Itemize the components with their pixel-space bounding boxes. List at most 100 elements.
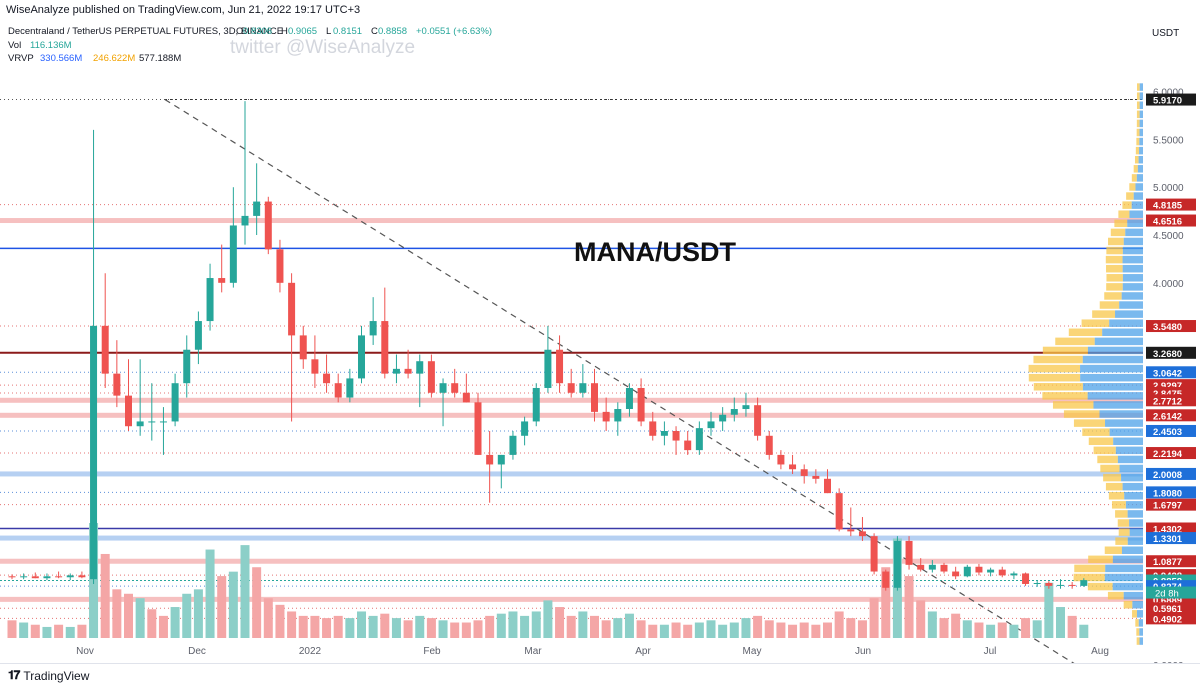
vp-bar-down — [1131, 174, 1137, 182]
volume-bar — [252, 567, 262, 638]
volume-bar — [776, 622, 786, 638]
vol-label: Vol — [8, 40, 21, 51]
volume-bar — [158, 615, 168, 638]
candle-body — [276, 249, 284, 283]
price-label-tag — [1146, 366, 1196, 379]
tradingview-logo[interactable]: 𝟏𝟕 TradingView — [8, 668, 89, 683]
volume-bar — [438, 620, 448, 638]
vp-bar-up — [1137, 165, 1143, 173]
vp-bar-up — [1136, 610, 1143, 618]
vp-bar-down — [1042, 392, 1088, 400]
candle-body — [905, 540, 913, 565]
vrvp-down: 246.622M — [93, 53, 135, 64]
vp-bar-up — [1122, 246, 1143, 255]
candle-body — [952, 571, 960, 577]
vp-bar-up — [1122, 274, 1143, 282]
candle-body — [1045, 583, 1053, 586]
vp-bar-down — [1134, 155, 1139, 164]
volume-bar — [450, 622, 460, 638]
vp-bar-up — [1094, 337, 1143, 346]
vp-bar-down — [1104, 292, 1122, 300]
vrvp-total: 577.188M — [139, 53, 181, 64]
vp-bar-down — [1103, 473, 1122, 482]
volume-bar — [287, 611, 297, 638]
candle-body — [323, 373, 331, 384]
vp-bar-up — [1139, 119, 1143, 128]
vp-bar-down — [1033, 355, 1083, 364]
y-tick-label: 6.0000 — [1153, 88, 1184, 99]
x-tick-label: Feb — [423, 646, 441, 657]
vp-bar-down — [1108, 492, 1125, 500]
vp-bar-up — [1119, 301, 1143, 309]
vp-bar-down — [1087, 582, 1113, 591]
candle-body — [101, 325, 109, 374]
ohlc-value: 0.9065 — [288, 26, 317, 37]
vp-bar-up — [1105, 419, 1143, 427]
level-band — [0, 218, 1143, 224]
vp-bar-down — [1136, 637, 1140, 645]
vp-bar-down — [1073, 419, 1106, 427]
vp-bar-down — [1136, 92, 1140, 100]
volume-bar — [1032, 620, 1042, 638]
volume-bar — [1044, 582, 1054, 638]
vp-bar-down — [1028, 373, 1081, 382]
currency-label: USDT — [1152, 28, 1179, 39]
level-band — [0, 535, 1143, 541]
volume-bar — [461, 622, 471, 638]
candle-body — [136, 421, 144, 427]
volume-bar — [648, 624, 658, 638]
volume-bar — [753, 615, 763, 638]
vp-bar-up — [1113, 437, 1143, 446]
vp-bar-down — [1028, 364, 1081, 373]
price-label-value: 1.6797 — [1153, 501, 1182, 512]
price-label-tag — [1146, 522, 1196, 535]
watermark: twitter @WiseAnalyze — [230, 37, 415, 58]
volume-bar — [1021, 618, 1031, 638]
volume-bar — [997, 622, 1007, 638]
price-label-value: 2.9297 — [1153, 381, 1182, 392]
vp-bar-down — [1106, 283, 1123, 291]
candle-body — [66, 575, 74, 578]
vp-bar-down — [1133, 165, 1138, 173]
candle-body — [148, 421, 156, 423]
candle-body — [591, 383, 598, 412]
volume-bar — [718, 624, 728, 638]
volume-bar — [310, 615, 320, 638]
candle-body — [474, 402, 482, 455]
price-label-value: 2.6142 — [1153, 411, 1182, 422]
candle-body — [194, 321, 202, 350]
price-label-tag — [1146, 447, 1196, 460]
vp-bar-up — [1105, 564, 1143, 573]
publish-info: WiseAnalyze published on TradingView.com… — [6, 4, 361, 16]
price-label-tag — [1146, 612, 1196, 625]
vp-bar-down — [1117, 519, 1130, 527]
candle-body — [1068, 584, 1076, 586]
vp-bar-up — [1117, 455, 1143, 464]
vp-bar-down — [1136, 137, 1140, 146]
price-label-value: 0.6889 — [1153, 595, 1182, 606]
vp-bar-up — [1080, 364, 1143, 373]
candle-body — [730, 409, 738, 415]
vp-bar-up — [1124, 492, 1143, 500]
candle-body — [707, 421, 715, 429]
volume-bar — [520, 615, 530, 638]
tradingview-icon: 𝟏𝟕 — [8, 668, 20, 682]
volume-bar — [240, 545, 250, 638]
volume-bar — [508, 611, 518, 638]
vp-bar-up — [1129, 210, 1143, 218]
volume-bar — [298, 615, 308, 638]
candle-body — [719, 414, 727, 422]
volume-bar — [706, 620, 716, 638]
candle-body — [695, 428, 703, 451]
vp-bar-down — [1104, 546, 1122, 554]
volume-bar — [916, 600, 926, 638]
vp-bar-up — [1129, 519, 1143, 527]
vp-bar-up — [1109, 319, 1143, 327]
volume-bar — [694, 622, 704, 638]
chart-background — [0, 20, 1200, 663]
price-label-value: 1.3301 — [1153, 534, 1183, 545]
vp-bar-down — [1106, 264, 1123, 273]
ohlc-value: 0.8151 — [333, 26, 362, 37]
candle-body — [893, 540, 901, 588]
